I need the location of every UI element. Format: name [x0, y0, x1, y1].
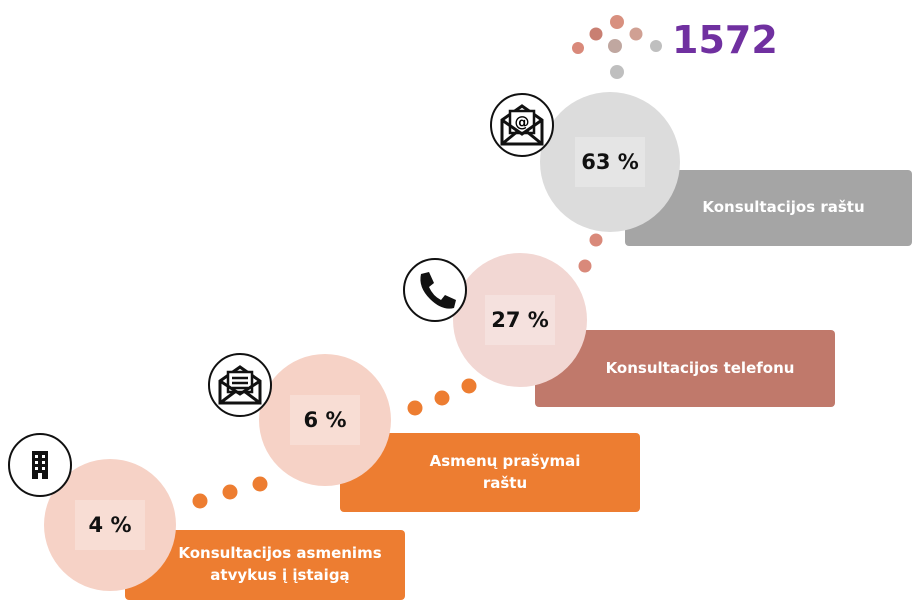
label-box: Konsultacijos telefonu [535, 330, 835, 407]
label: Konsultacijos asmenims atvykus į įstaigą [178, 544, 382, 584]
logo-number: 1572 [672, 18, 778, 62]
circle [453, 253, 587, 387]
icon [403, 258, 467, 322]
label-box: Asmenų prašymai raštu [340, 433, 640, 512]
logo-dots [572, 15, 662, 79]
label-box: Konsultacijos raštu [625, 170, 912, 246]
circle [540, 92, 680, 232]
icon [8, 433, 72, 497]
circle [259, 354, 391, 486]
label: Konsultacijos telefonu [605, 358, 795, 377]
label: Konsultacijos raštu [702, 198, 865, 217]
percent: 63 % [575, 137, 645, 187]
svg-text:@: @ [515, 113, 530, 131]
percent: 27 % [485, 295, 555, 345]
label: Asmenų prašymai raštu [429, 451, 581, 492]
icon: @ [490, 93, 554, 157]
percent: 6 % [290, 395, 360, 445]
percent: 4 % [75, 500, 145, 550]
icon [208, 353, 272, 417]
